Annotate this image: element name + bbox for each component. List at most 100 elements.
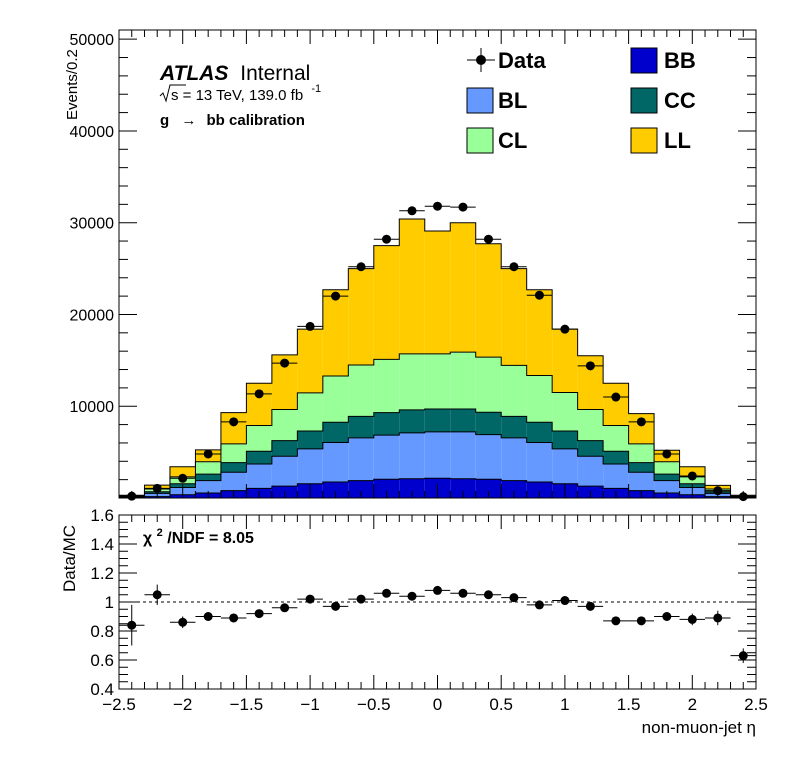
data-point-16 — [534, 290, 544, 300]
svg-text:LL: LL — [664, 128, 691, 153]
svg-text:Data: Data — [498, 48, 546, 73]
ratio-ytick-label-4: 1.2 — [90, 564, 114, 583]
bar-ll-11 — [399, 219, 425, 354]
data-point-8 — [331, 291, 341, 301]
bar-cl-17 — [552, 392, 578, 432]
bar-cc-21 — [654, 474, 680, 481]
energy-lumi-label: s = 13 TeV, 139.0 fb -1 — [171, 83, 321, 104]
legend-item-bl: BL — [466, 87, 527, 114]
ratio-point-15 — [509, 593, 519, 603]
ratio-point-22 — [687, 614, 697, 624]
bar-cl-10 — [373, 359, 400, 413]
data-point-11 — [407, 206, 417, 216]
bar-bl-11 — [399, 432, 425, 479]
top-ytick-label-4: 50000 — [70, 32, 115, 49]
bar-bl-16 — [526, 442, 553, 482]
data-point-10 — [382, 234, 392, 244]
bar-cl-4 — [220, 443, 247, 463]
ratio-point-7 — [305, 594, 315, 604]
data-point-9 — [356, 262, 366, 272]
data-point-13 — [458, 202, 468, 212]
bar-cl-11 — [399, 353, 425, 410]
xtick-label-6: 0.5 — [489, 695, 513, 714]
bar-cc-18 — [577, 440, 604, 457]
data-point-1 — [152, 483, 162, 493]
bar-cl-21 — [654, 461, 680, 475]
bar-cc-3 — [195, 474, 221, 481]
ratio-point-18 — [585, 601, 595, 611]
bar-cc-12 — [424, 408, 451, 432]
ratio-ytick-label-0: 0.4 — [90, 680, 114, 699]
bar-cl-9 — [348, 364, 374, 417]
bar-bl-20 — [628, 472, 655, 491]
ratio-point-8 — [331, 601, 341, 611]
svg-text:BB: BB — [664, 48, 696, 73]
data-point-12 — [433, 201, 442, 211]
ratio-point-2 — [178, 617, 188, 627]
bar-bb-11 — [399, 478, 425, 498]
bar-cc-8 — [322, 422, 349, 443]
data-point-14 — [483, 234, 493, 244]
ratio-point-12 — [433, 585, 442, 595]
bar-bb-8 — [322, 481, 349, 498]
top-ytick-label-2: 30000 — [70, 216, 115, 233]
xtick-label-4: −0.5 — [357, 695, 391, 714]
data-point-17 — [560, 324, 570, 334]
chi2-label: χ 2 /NDF = 8.05 — [143, 523, 254, 547]
y-axis-label-top: Events/0.2 — [64, 49, 81, 120]
bar-bb-13 — [450, 478, 476, 498]
bar-cc-20 — [628, 462, 655, 473]
legend: Data BB BL CC CL LL — [466, 47, 696, 154]
legend-item-cl: CL — [466, 127, 527, 154]
bar-bb-15 — [501, 480, 527, 498]
stack-outline-cc — [118, 408, 757, 498]
bar-cc-13 — [450, 408, 476, 432]
ratio-point-11 — [407, 591, 417, 601]
xtick-label-1: −2 — [173, 695, 192, 714]
bar-cc-11 — [399, 409, 425, 433]
xtick-label-7: 1 — [560, 695, 569, 714]
ratio-point-17 — [560, 596, 570, 606]
ratio-point-21 — [662, 612, 672, 621]
data-point-22 — [687, 471, 697, 481]
bar-ll-12 — [424, 230, 451, 354]
xtick-label-0: −2.5 — [102, 695, 136, 714]
calibration-label: g → bb calibration — [160, 112, 305, 129]
ratio-point-16 — [534, 600, 544, 610]
bar-cc-4 — [220, 462, 247, 473]
data-point-19 — [611, 392, 621, 402]
xtick-label-2: −1.5 — [230, 695, 264, 714]
data-point-21 — [662, 449, 672, 459]
ratio-point-13 — [458, 588, 468, 598]
bar-cc-6 — [271, 440, 298, 457]
data-point-4 — [229, 417, 239, 427]
bar-cl-20 — [628, 443, 655, 463]
bar-bl-19 — [603, 464, 629, 489]
bar-bl-12 — [424, 431, 451, 479]
bar-bl-17 — [552, 448, 578, 484]
ratio-point-14 — [483, 590, 493, 600]
ratio-point-24 — [738, 651, 748, 661]
ratio-axes: 0.4 0.6 0.8 1 1.2 1.4 1.6 — [90, 506, 756, 699]
bar-ll-13 — [450, 222, 476, 353]
xtick-label-10: 2.5 — [744, 695, 768, 714]
data-point-15 — [509, 262, 519, 272]
sqrt-symbol — [159, 84, 186, 103]
x-axis-label: non-muon-jet η — [642, 718, 756, 737]
bar-bb-16 — [526, 481, 553, 498]
data-point-6 — [280, 358, 290, 368]
bar-cl-3 — [195, 461, 221, 475]
bar-bl-7 — [297, 448, 323, 484]
ratio-point-1 — [152, 590, 162, 600]
xtick-label-5: 0 — [433, 695, 442, 714]
bar-bb-14 — [475, 479, 502, 498]
bar-bl-18 — [577, 456, 604, 487]
svg-text:CC: CC — [664, 88, 696, 113]
bar-ll-8 — [322, 289, 349, 376]
bar-cl-18 — [577, 409, 604, 441]
bar-bl-3 — [195, 480, 221, 493]
bar-cl-16 — [526, 375, 553, 423]
data-point-23 — [713, 486, 723, 496]
bar-cc-5 — [246, 451, 272, 465]
